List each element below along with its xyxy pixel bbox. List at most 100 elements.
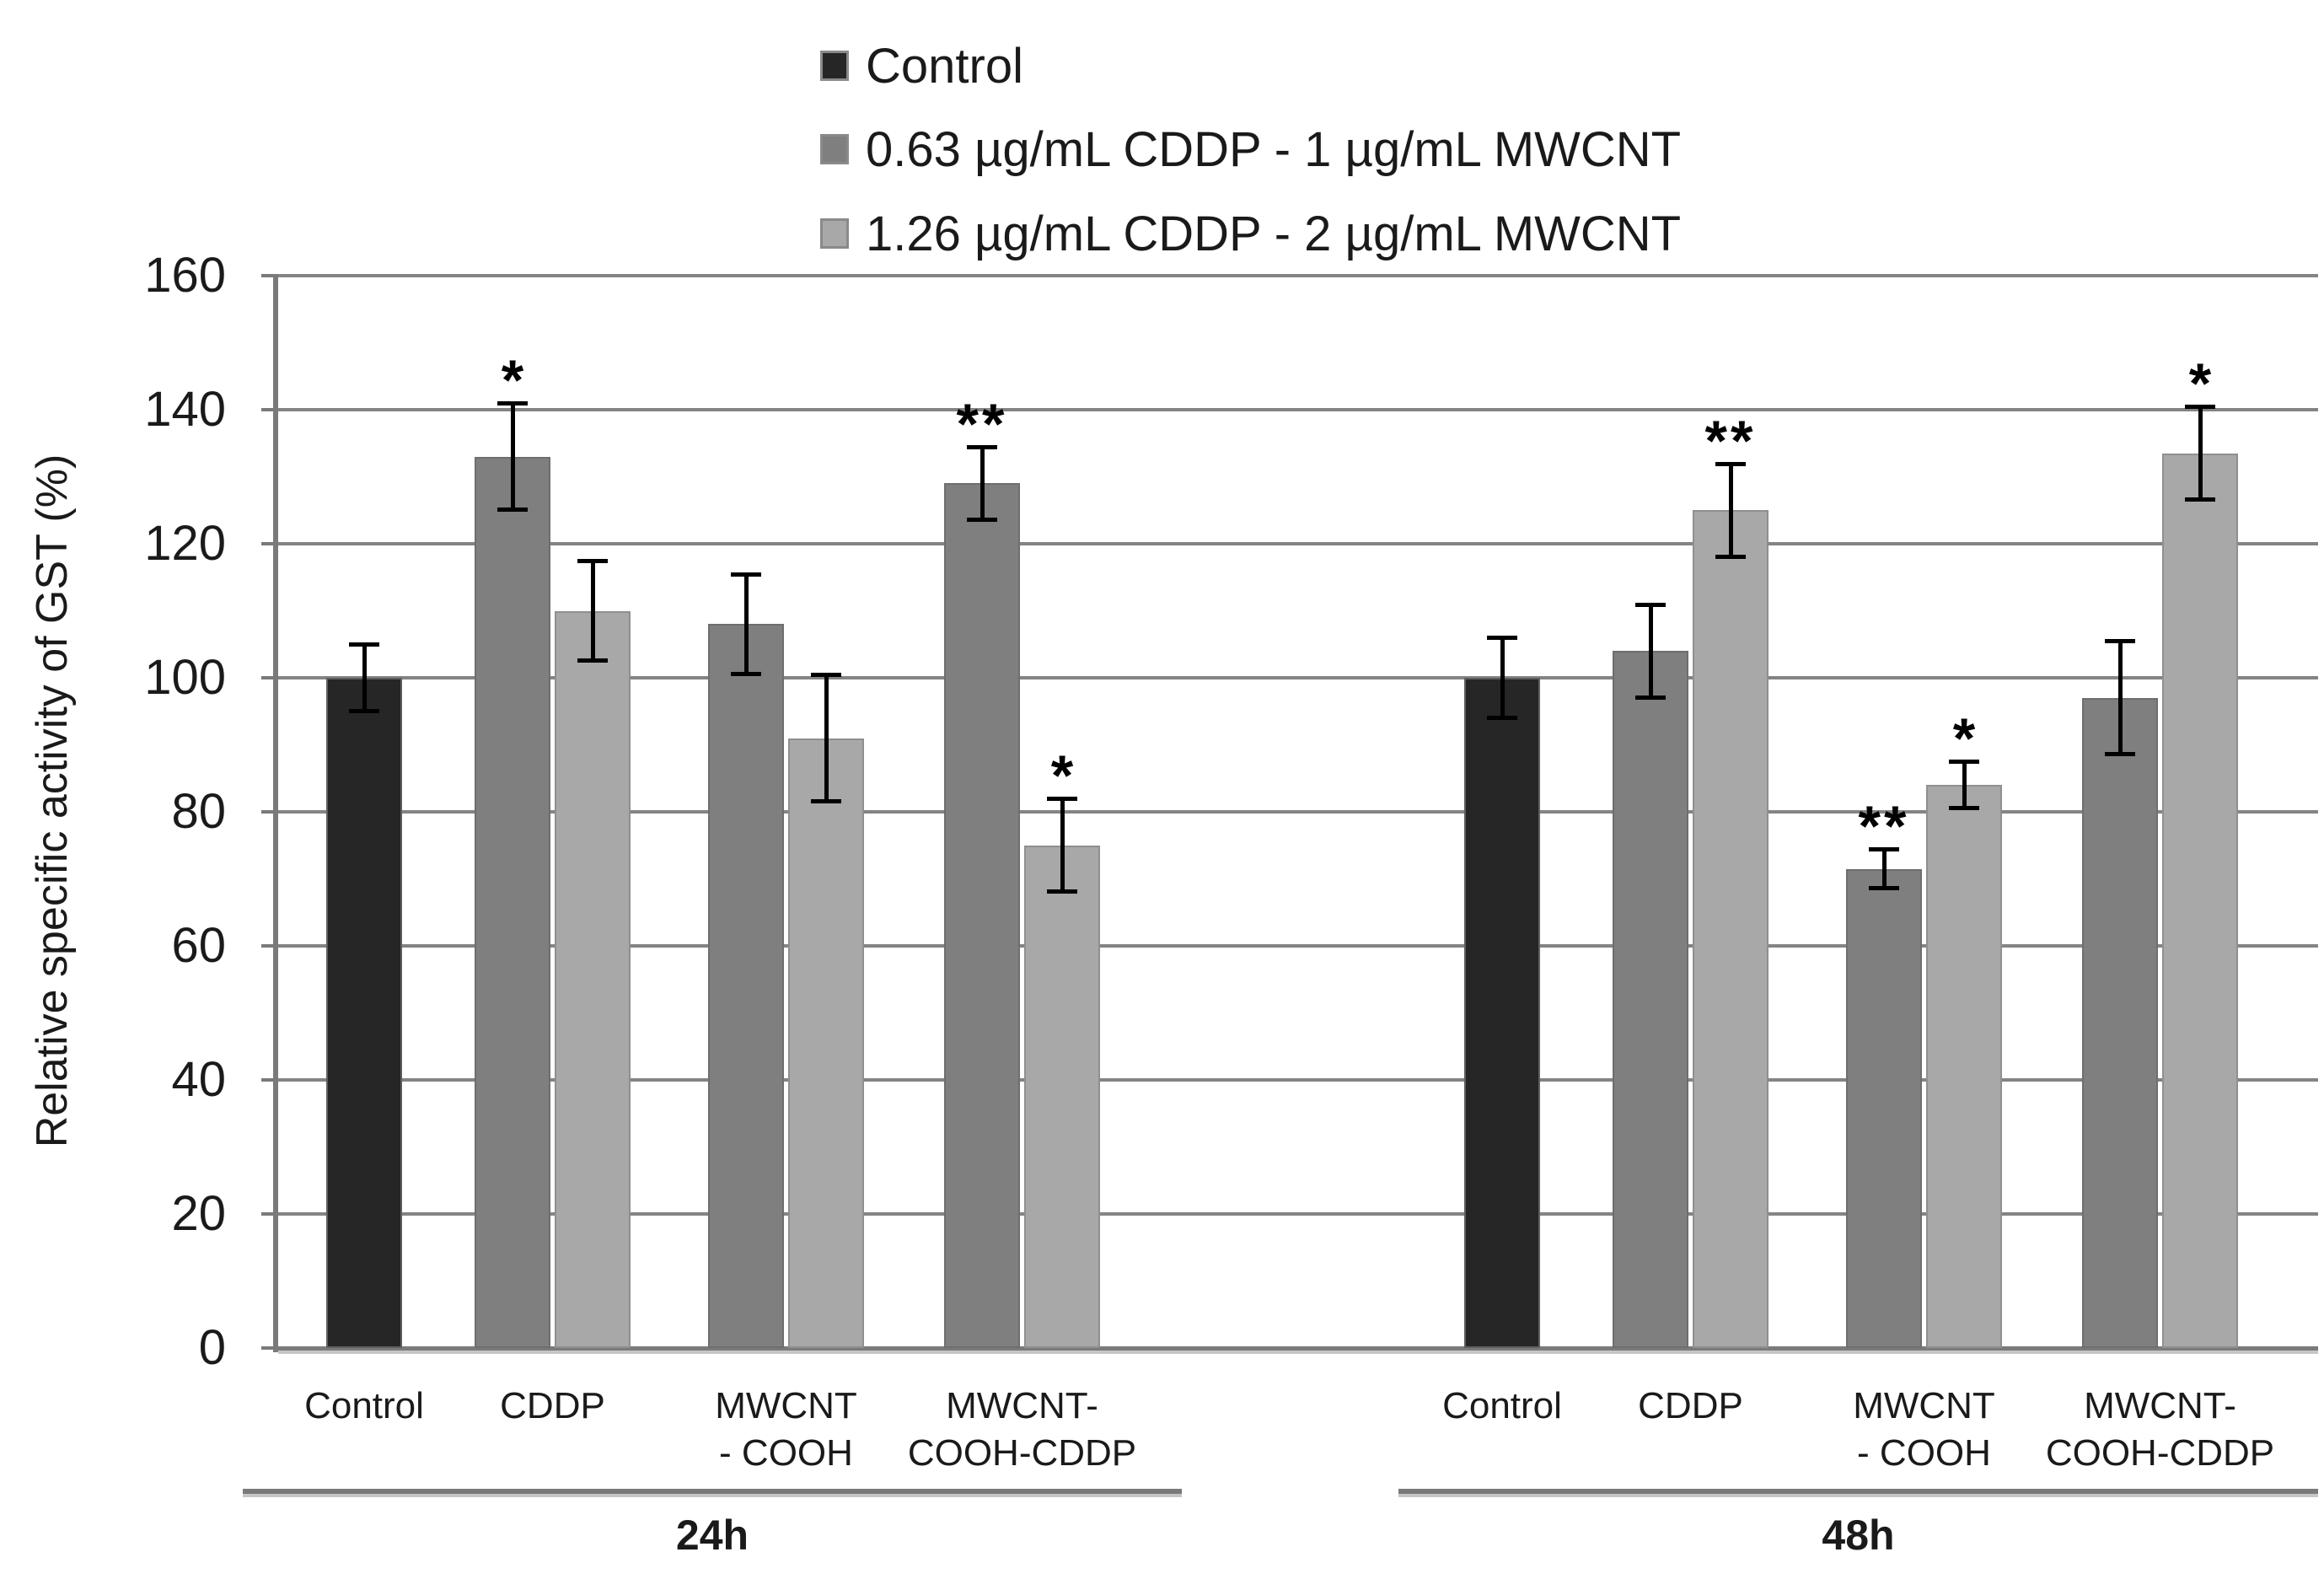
error-bar-cap-top — [2105, 639, 2135, 644]
error-bar — [510, 403, 515, 511]
group-label: 24h — [675, 1512, 749, 1559]
gridline — [278, 408, 2318, 411]
x-category-label: Control — [304, 1385, 424, 1426]
error-bar-cap-top — [1949, 760, 1979, 765]
gridline — [278, 810, 2318, 814]
error-bar-cap-bottom — [1869, 886, 1899, 891]
x-category-label: MWCNT - COOH — [715, 1385, 857, 1474]
error-bar-cap-top — [577, 558, 608, 563]
significance-marker: ** — [1858, 793, 1910, 858]
gridline — [278, 274, 2318, 277]
gridline — [278, 676, 2318, 679]
significance-marker: * — [1952, 706, 1976, 771]
y-axis-title: Relative specific activity of GST (%) — [28, 454, 77, 1148]
y-axis-tick — [261, 542, 276, 545]
error-bar-cap-bottom — [349, 708, 379, 713]
legend-item-label: 0.63 µg/mL CDDP - 1 µg/mL MWCNT — [866, 122, 1682, 177]
error-bar-cap-top — [497, 401, 528, 406]
legend-item: 0.63 µg/mL CDDP - 1 µg/mL MWCNT — [820, 125, 1747, 175]
bar-24h-mwcntcooh-s2 — [788, 738, 864, 1348]
bar-48h-control-s0 — [1464, 678, 1540, 1348]
bar-24h-cddp-s2 — [555, 610, 631, 1348]
error-bar-cap-bottom — [497, 508, 528, 513]
error-bar — [980, 446, 985, 521]
legend-item-label: 1.26 µg/mL CDDP - 2 µg/mL MWCNT — [866, 207, 1682, 261]
error-bar-cap-top — [731, 572, 761, 577]
legend-swatch-icon — [820, 51, 849, 81]
error-bar-cap-bottom — [1949, 806, 1979, 811]
y-axis-tick — [261, 1346, 276, 1350]
error-bar — [1962, 761, 1967, 809]
error-bar-cap-bottom — [2105, 752, 2135, 757]
group-underline — [1398, 1489, 2318, 1494]
error-bar-cap-bottom — [577, 658, 608, 663]
bar-24h-cddp-s1 — [475, 456, 550, 1348]
gridline — [278, 1078, 2318, 1082]
significance-marker: * — [2188, 352, 2212, 416]
error-bar-cap-top — [1635, 602, 1666, 607]
x-axis-line — [278, 1346, 2318, 1351]
y-tick-label: 120 — [144, 516, 226, 571]
legend-item-label: Control — [866, 39, 1023, 94]
y-tick-label: 60 — [171, 918, 226, 973]
error-bar — [1728, 463, 1733, 557]
error-bar-cap-bottom — [1047, 889, 1077, 894]
significance-marker: ** — [956, 391, 1008, 456]
error-bar-cap-top — [1487, 636, 1517, 641]
error-bar-cap-bottom — [731, 672, 761, 677]
gridline — [278, 1212, 2318, 1216]
legend-swatch-icon — [820, 218, 849, 249]
bar-24h-mwcntcoohcddp-s1 — [944, 483, 1020, 1348]
group-label: 48h — [1822, 1512, 1895, 1559]
x-category-label: MWCNT- COOH-CDDP — [2045, 1385, 2275, 1474]
y-tick-label: 20 — [171, 1186, 226, 1241]
legend-item: 1.26 µg/mL CDDP - 2 µg/mL MWCNT — [820, 209, 1747, 260]
error-bar-cap-bottom — [811, 799, 841, 804]
legend-item: Control — [820, 41, 1747, 92]
significance-marker: * — [1050, 744, 1074, 808]
error-bar — [362, 644, 367, 712]
error-bar — [1881, 848, 1887, 889]
error-bar-cap-top — [967, 444, 997, 449]
x-category-label: MWCNT- COOH-CDDP — [907, 1385, 1137, 1474]
y-tick-label: 0 — [198, 1320, 226, 1375]
y-axis-line — [273, 274, 278, 1352]
y-axis-tick — [261, 1078, 276, 1082]
significance-marker: * — [501, 348, 524, 413]
x-category-label: Control — [1442, 1385, 1562, 1426]
bar-48h-mwcntcooh-s1 — [1846, 868, 1922, 1348]
error-bar — [1648, 604, 1653, 698]
bar-48h-mwcntcooh-s2 — [1926, 785, 2002, 1348]
y-axis-tick — [261, 408, 276, 411]
group-underline — [243, 1489, 1182, 1494]
y-tick-label: 100 — [144, 650, 226, 705]
x-category-label: CDDP — [1638, 1385, 1743, 1426]
bar-24h-mwcntcooh-s1 — [708, 624, 784, 1348]
y-axis-tick — [261, 1212, 276, 1216]
x-category-label: MWCNT - COOH — [1853, 1385, 1995, 1474]
error-bar-cap-top — [349, 642, 379, 647]
bar-24h-control-s0 — [326, 678, 402, 1348]
error-bar-cap-bottom — [1635, 695, 1666, 700]
bar-48h-cddp-s1 — [1613, 651, 1688, 1348]
gridline — [278, 542, 2318, 545]
error-bar-cap-bottom — [1487, 715, 1517, 720]
y-tick-label: 160 — [144, 248, 226, 303]
y-tick-label: 140 — [144, 382, 226, 437]
error-bar — [1060, 798, 1065, 893]
y-axis-tick — [261, 944, 276, 948]
bar-48h-mwcntcoohcddp-s2 — [2162, 453, 2238, 1348]
error-bar-cap-top — [1715, 461, 1746, 466]
error-bar — [824, 674, 829, 803]
error-bar-cap-bottom — [1715, 554, 1746, 559]
y-axis-tick — [261, 676, 276, 679]
error-bar — [2198, 406, 2203, 501]
significance-marker: ** — [1704, 408, 1757, 473]
x-category-label: CDDP — [500, 1385, 605, 1426]
error-bar — [590, 560, 595, 662]
legend-swatch-icon — [820, 134, 849, 164]
y-tick-label: 80 — [171, 784, 226, 839]
gridline — [278, 944, 2318, 948]
error-bar-cap-bottom — [967, 518, 997, 523]
bar-48h-mwcntcoohcddp-s1 — [2082, 697, 2158, 1348]
